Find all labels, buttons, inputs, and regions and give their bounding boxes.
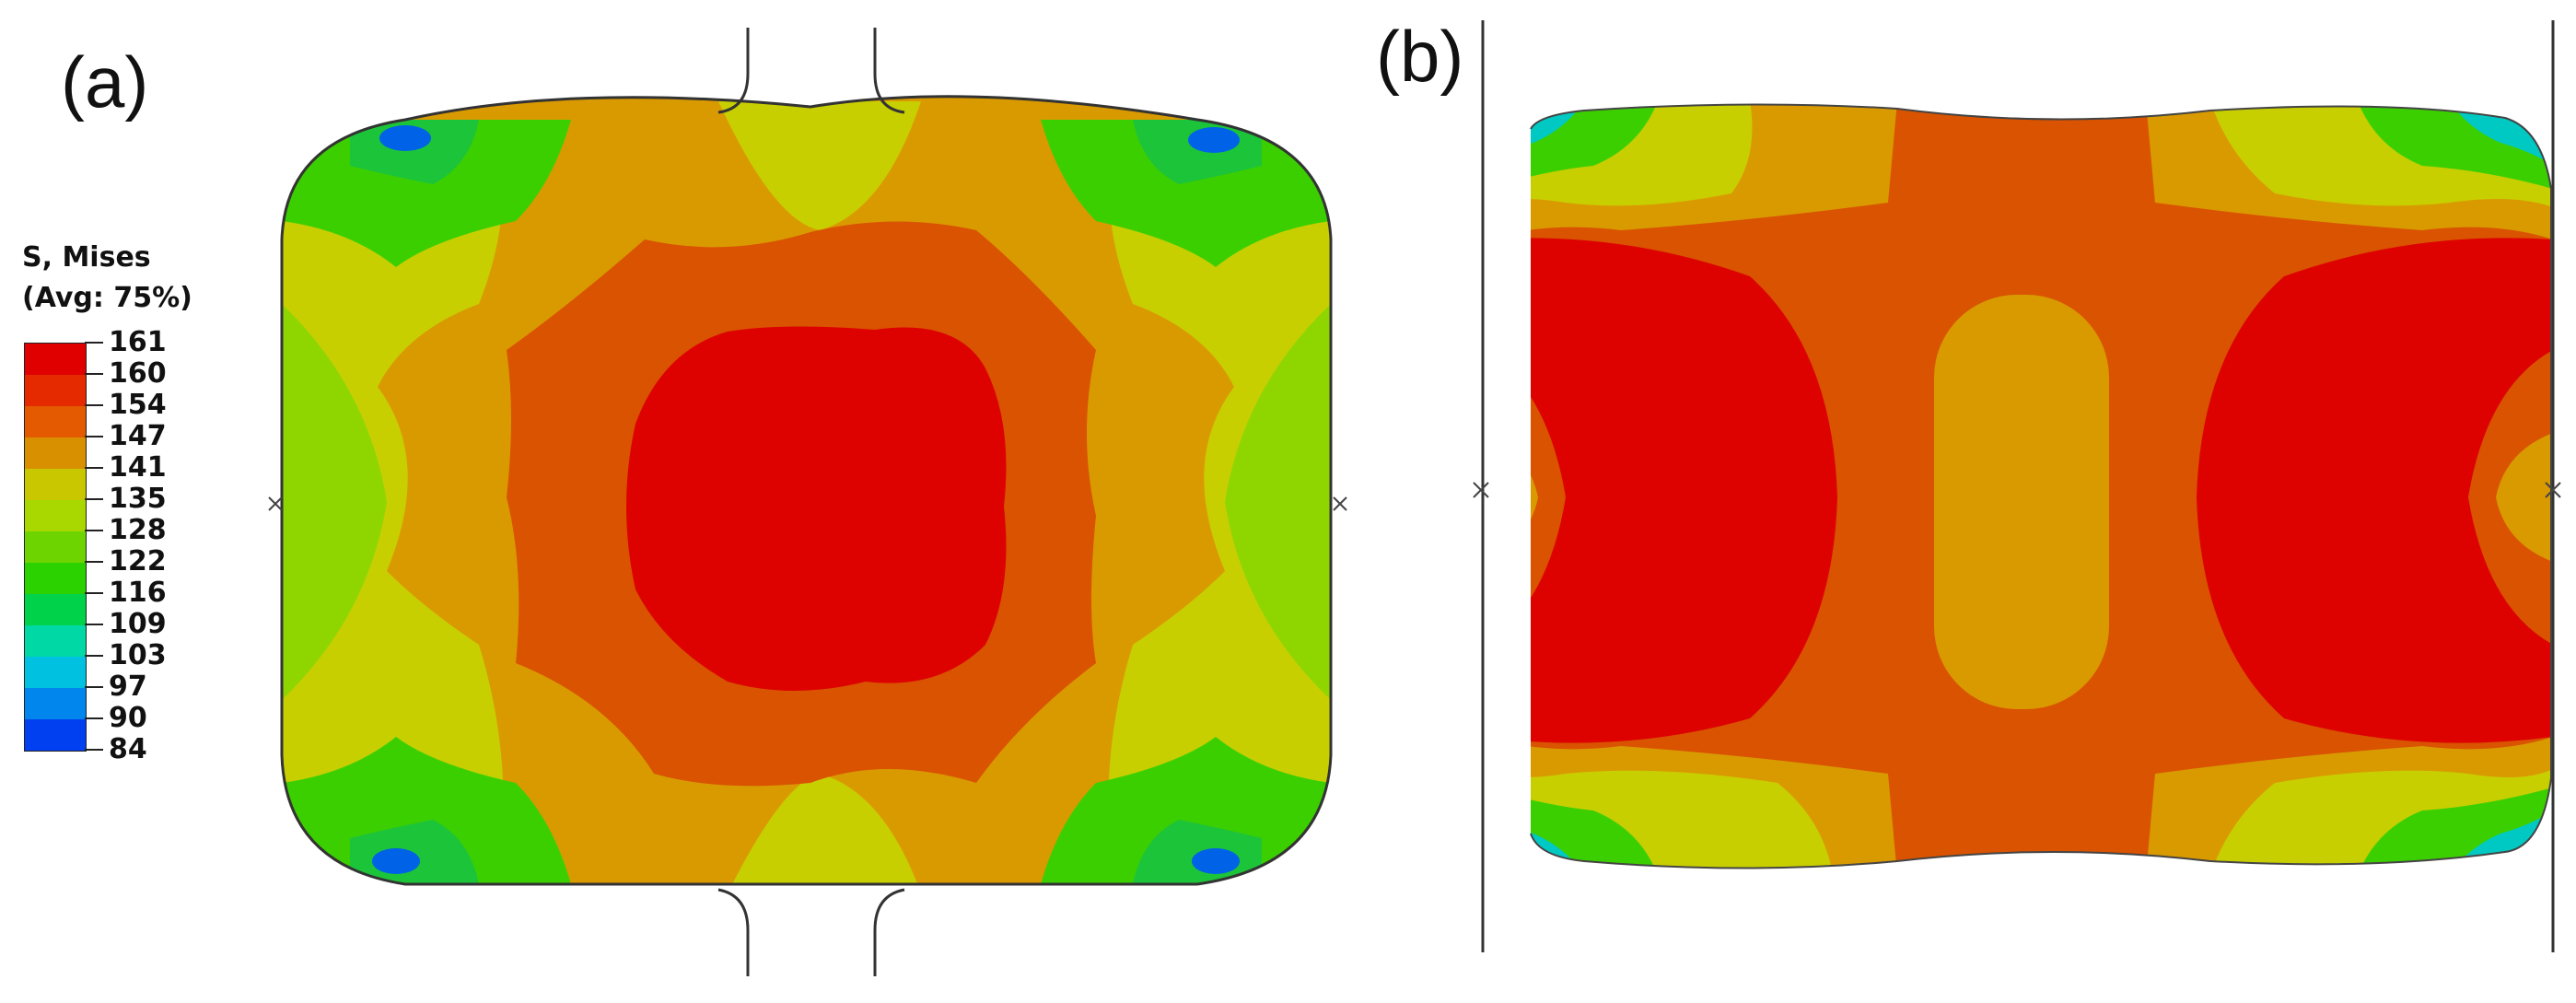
contour-band-yellow-left [282, 120, 504, 884]
legend-tick [85, 342, 103, 344]
legend-swatch [25, 719, 86, 751]
contour-spot-blue [372, 848, 420, 874]
legend-tick [85, 561, 103, 563]
legend-tick [85, 749, 103, 751]
legend-tick [85, 624, 103, 625]
die-line-bottom-left [717, 888, 750, 976]
legend-swatch [25, 469, 86, 500]
legend-value: 116 [109, 577, 167, 609]
contour-band-red-left [1531, 238, 1837, 743]
legend-value: 103 [109, 639, 167, 671]
contour-band-red [626, 326, 1007, 691]
legend-tick [85, 592, 103, 594]
legend-swatch [25, 688, 86, 719]
contour-band-green-left [282, 304, 387, 700]
contour-spot-blue [1188, 127, 1240, 153]
legend-tick [85, 498, 103, 500]
contour-band-orange-right [2496, 433, 2551, 562]
legend-value: 154 [109, 389, 167, 421]
legend-value: 161 [109, 326, 167, 358]
contour-band-orange-center [1934, 295, 2109, 709]
legend-swatch [25, 563, 86, 594]
legend-tick [85, 404, 103, 406]
node-marker-right [1333, 496, 1347, 511]
legend-value: 147 [109, 420, 167, 452]
legend-swatch [25, 625, 86, 657]
panel-b-contour [1473, 20, 2561, 952]
contour-band-cyan-top-left [1531, 104, 1584, 166]
node-marker-left [268, 496, 283, 511]
legend-swatch [25, 594, 86, 625]
legend-tick [85, 530, 103, 531]
legend-value: 109 [109, 608, 167, 640]
legend-tick [85, 467, 103, 469]
legend-swatch [25, 500, 86, 531]
contour-band-green-top-left [1531, 104, 1658, 189]
die-line-top-left [717, 28, 750, 114]
contour-spot-blue [1192, 848, 1240, 874]
node-marker-left [1473, 482, 1489, 498]
legend-tick [85, 655, 103, 657]
contour-band-red-right [2197, 238, 2551, 743]
die-line-top-right [873, 28, 905, 114]
legend-swatch [25, 344, 86, 375]
legend-tick [85, 436, 103, 437]
legend-tick [85, 686, 103, 688]
legend-swatch [25, 375, 86, 406]
legend-value: 141 [109, 451, 167, 484]
legend-value: 160 [109, 357, 167, 390]
panel-a-label: (a) [61, 41, 149, 122]
node-marker-right [2545, 482, 2561, 498]
legend-swatch [25, 406, 86, 437]
legend-value: 122 [109, 545, 167, 577]
legend-swatch [25, 531, 86, 563]
contour-band-orange-left [1531, 433, 1538, 562]
legend-value: 135 [109, 483, 167, 515]
contour-band-yellow-top [718, 101, 921, 230]
legend-averaging-note: (Avg: 75%) [22, 282, 192, 314]
panel-b-label: (b) [1376, 16, 1464, 97]
panel-b-outline [1530, 103, 2552, 869]
panel-a-contour [268, 28, 1347, 976]
legend-title: S, Mises [22, 241, 151, 274]
legend-value: 84 [109, 733, 147, 765]
legend-value: 128 [109, 514, 167, 546]
contour-band-yellow-bottom [728, 774, 921, 885]
contour-band-green-right [1225, 304, 1331, 700]
legend-swatch [25, 657, 86, 688]
legend-tick [85, 717, 103, 719]
legend-value: 97 [109, 671, 147, 703]
contour-band-yellow-right [1108, 120, 1331, 884]
contour-band-green-bottom-left [1531, 787, 1658, 869]
die-line-bottom-right [873, 888, 905, 976]
legend-swatch [25, 437, 86, 469]
legend-color-bar [24, 343, 87, 752]
contour-spot-blue [379, 125, 431, 151]
legend-tick [85, 373, 103, 375]
panel-a-outline [280, 95, 1333, 886]
legend-value: 90 [109, 702, 147, 734]
